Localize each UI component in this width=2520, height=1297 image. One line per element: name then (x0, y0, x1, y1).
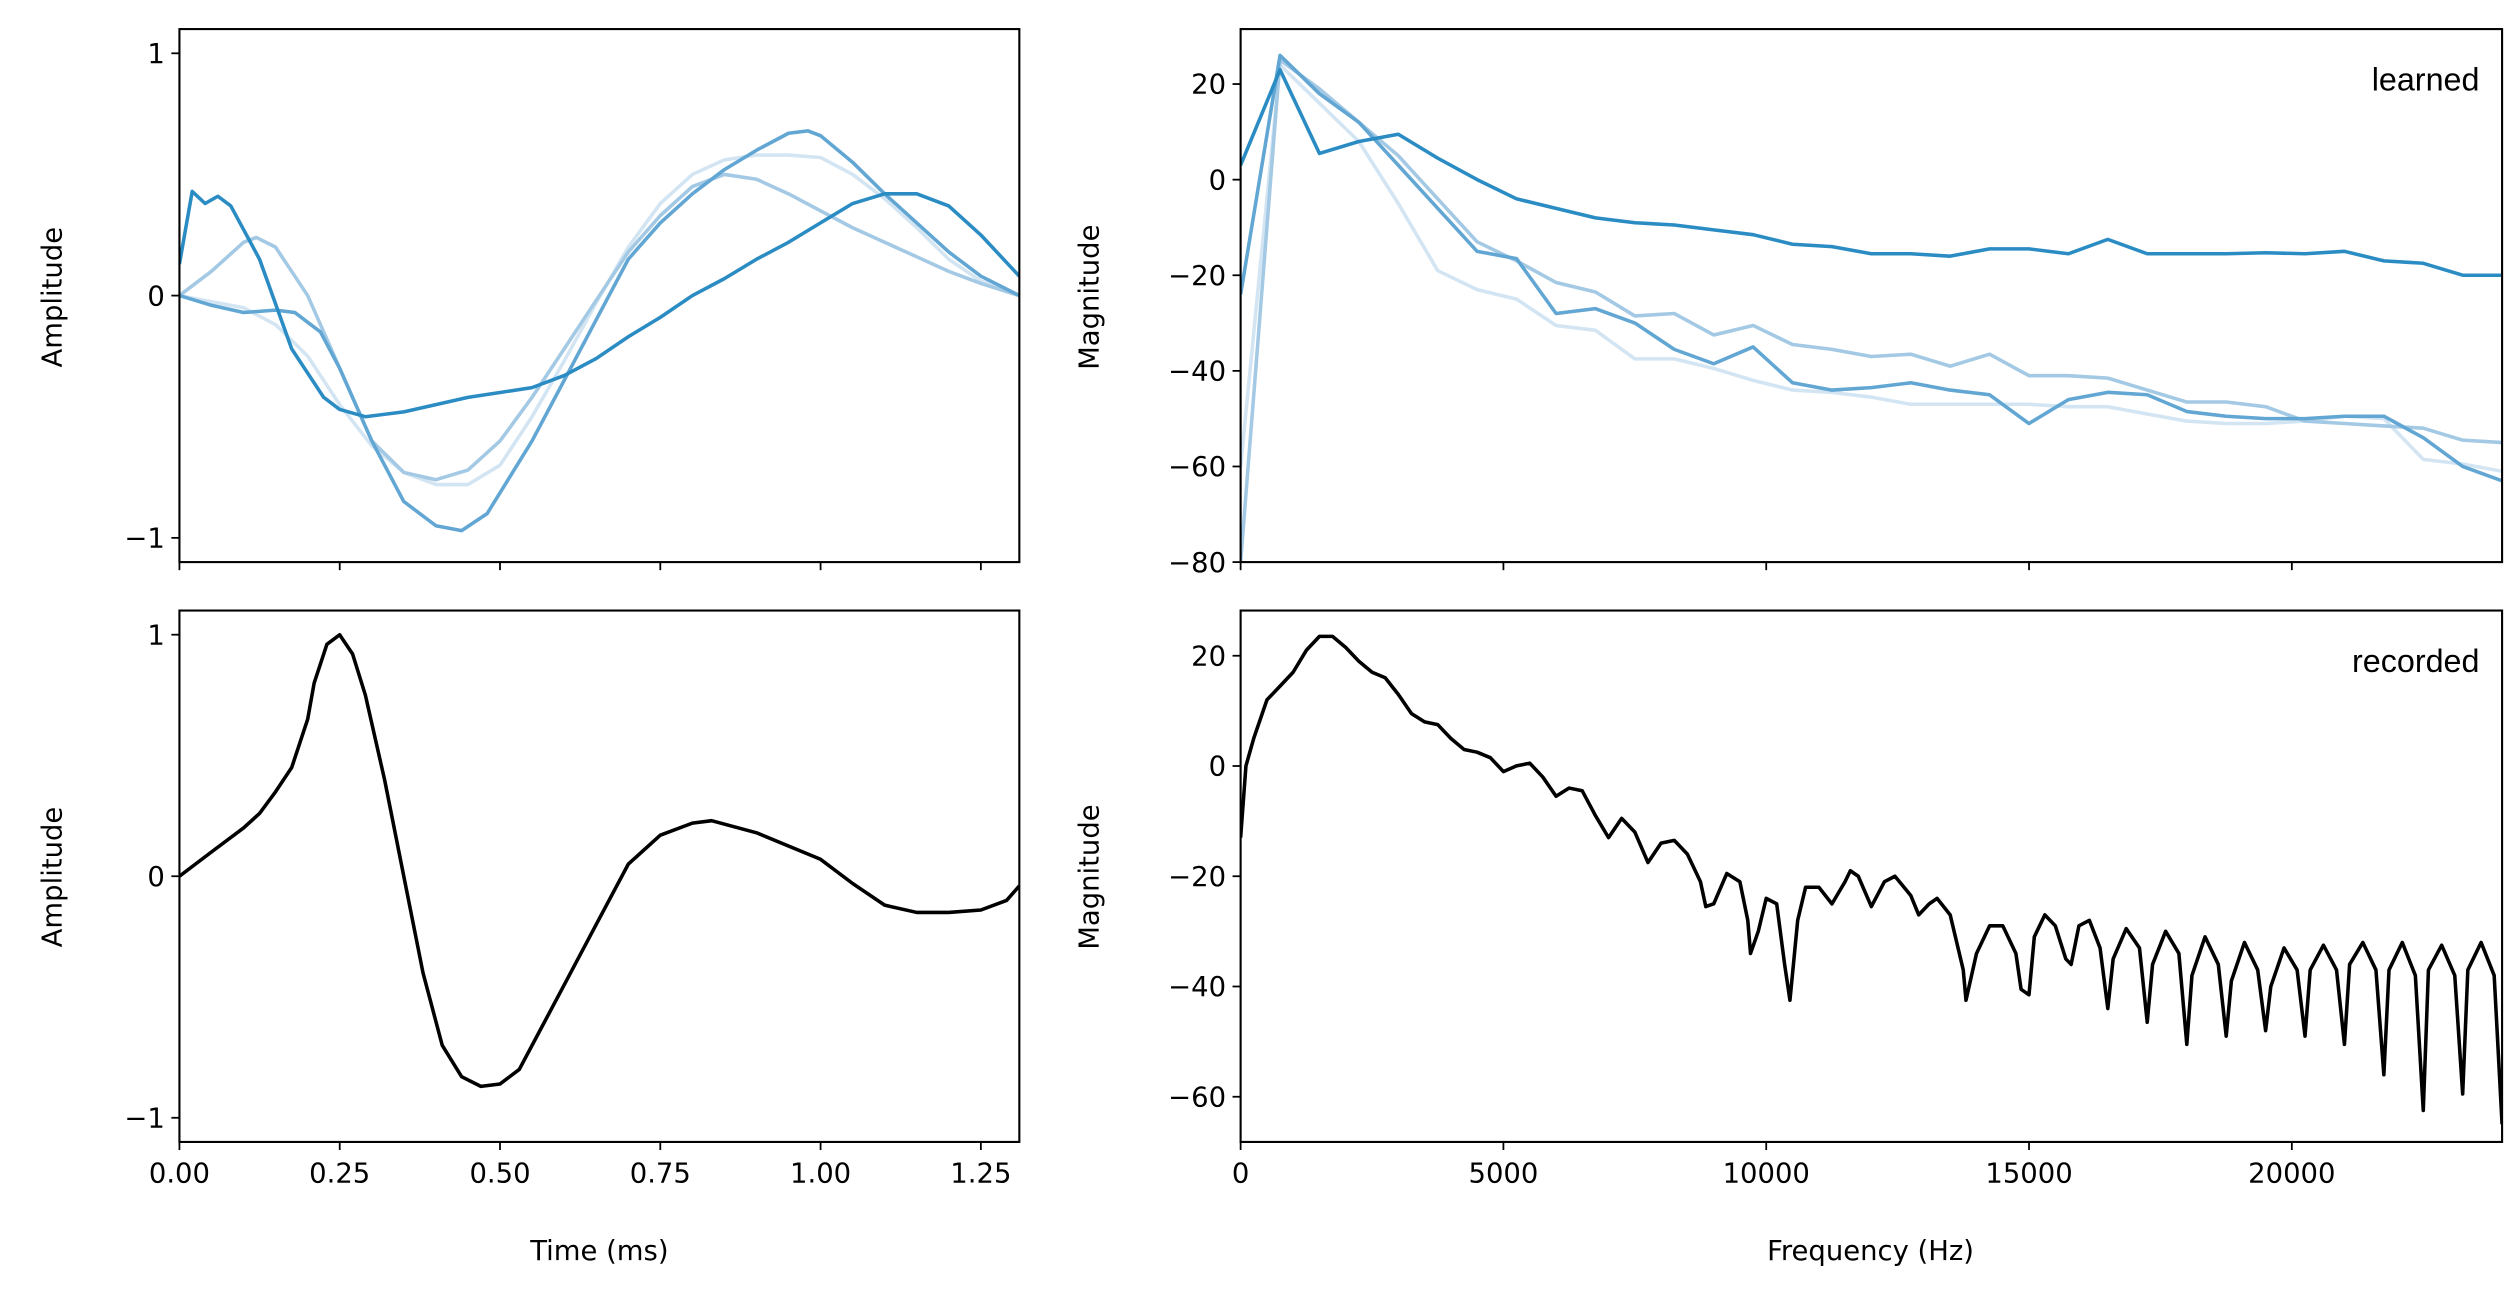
y-tick-label: −80 (1168, 548, 1226, 579)
y-tick-label: 0 (1209, 752, 1226, 783)
y-tick-label: 1 (147, 39, 164, 70)
series-line-0 (1240, 634, 2503, 1125)
series-line-1 (179, 172, 1020, 482)
series-line-1 (1240, 58, 2503, 563)
x-tick-label: 0 (1232, 1158, 1249, 1189)
y-tick-label: −20 (1168, 261, 1226, 292)
series-line-2 (1240, 53, 2503, 483)
y-tick-label: 20 (1191, 70, 1226, 101)
axes-frame (1239, 28, 2504, 564)
series-group (1240, 53, 2503, 563)
annotation-recorded: recorded (2352, 643, 2479, 679)
x-tick-label: 1.00 (790, 1158, 851, 1189)
panel-bottom-left: 0.00 0.25 0.50 0.75 1.00 1.25 1 0 −1 (124, 609, 1021, 1189)
series-group (1240, 634, 2503, 1125)
x-tick-label: 0.50 (469, 1158, 530, 1189)
series-line-0 (179, 632, 1020, 1089)
y-tick-label: 0 (147, 281, 164, 312)
y-tick-label: 20 (1191, 641, 1226, 672)
series-group (179, 129, 1020, 533)
axes-frame (178, 609, 1021, 1143)
x-tick-label: 5000 (1469, 1158, 1539, 1189)
y-tick-label: 1 (147, 620, 164, 651)
panel-top-right: 20 0 −20 −40 −60 −80 (1168, 28, 2504, 579)
xlabel-bottom-right: Frequency (Hz) (1767, 1236, 1974, 1267)
y-tick-label: −40 (1168, 357, 1226, 388)
axes-frame (1239, 609, 2504, 1143)
series-group (179, 632, 1020, 1089)
ylabel-top-right: Magnitude (1074, 225, 1105, 370)
panel-top-left: 1 0 −1 (124, 28, 1021, 571)
y-tick-label: −1 (124, 524, 164, 555)
y-tick-label: −40 (1168, 972, 1226, 1003)
x-tick-label: 10000 (1723, 1158, 1810, 1189)
annotation-learned: learned (2372, 61, 2480, 97)
y-tick-label: −60 (1168, 1082, 1226, 1113)
series-line-0 (1240, 63, 2503, 474)
x-tick-label: 0.25 (309, 1158, 370, 1189)
x-tick-label: 15000 (1985, 1158, 2072, 1189)
ylabel-bottom-right: Magnitude (1074, 804, 1105, 949)
y-tick-label: −60 (1168, 452, 1226, 483)
y-tick-label: 0 (147, 862, 164, 893)
y-tick-label: 0 (1209, 165, 1226, 196)
x-tick-label: 1.25 (950, 1158, 1011, 1189)
series-line-3 (1240, 67, 2503, 278)
series-line-2 (179, 129, 1020, 533)
y-tick-label: −1 (124, 1103, 164, 1134)
y-tick-label: −20 (1168, 862, 1226, 893)
ylabel-top-left: Amplitude (38, 227, 69, 368)
x-tick-label: 20000 (2248, 1158, 2335, 1189)
x-tick-label: 0.75 (630, 1158, 691, 1189)
xlabel-bottom-left: Time (ms) (529, 1236, 668, 1267)
ylabel-bottom-left: Amplitude (38, 807, 69, 948)
series-line-3 (179, 189, 1020, 419)
panel-bottom-right: 0 5000 10000 15000 20000 20 0 −20 −40 −60 (1168, 609, 2504, 1189)
x-tick-label: 0.00 (149, 1158, 210, 1189)
